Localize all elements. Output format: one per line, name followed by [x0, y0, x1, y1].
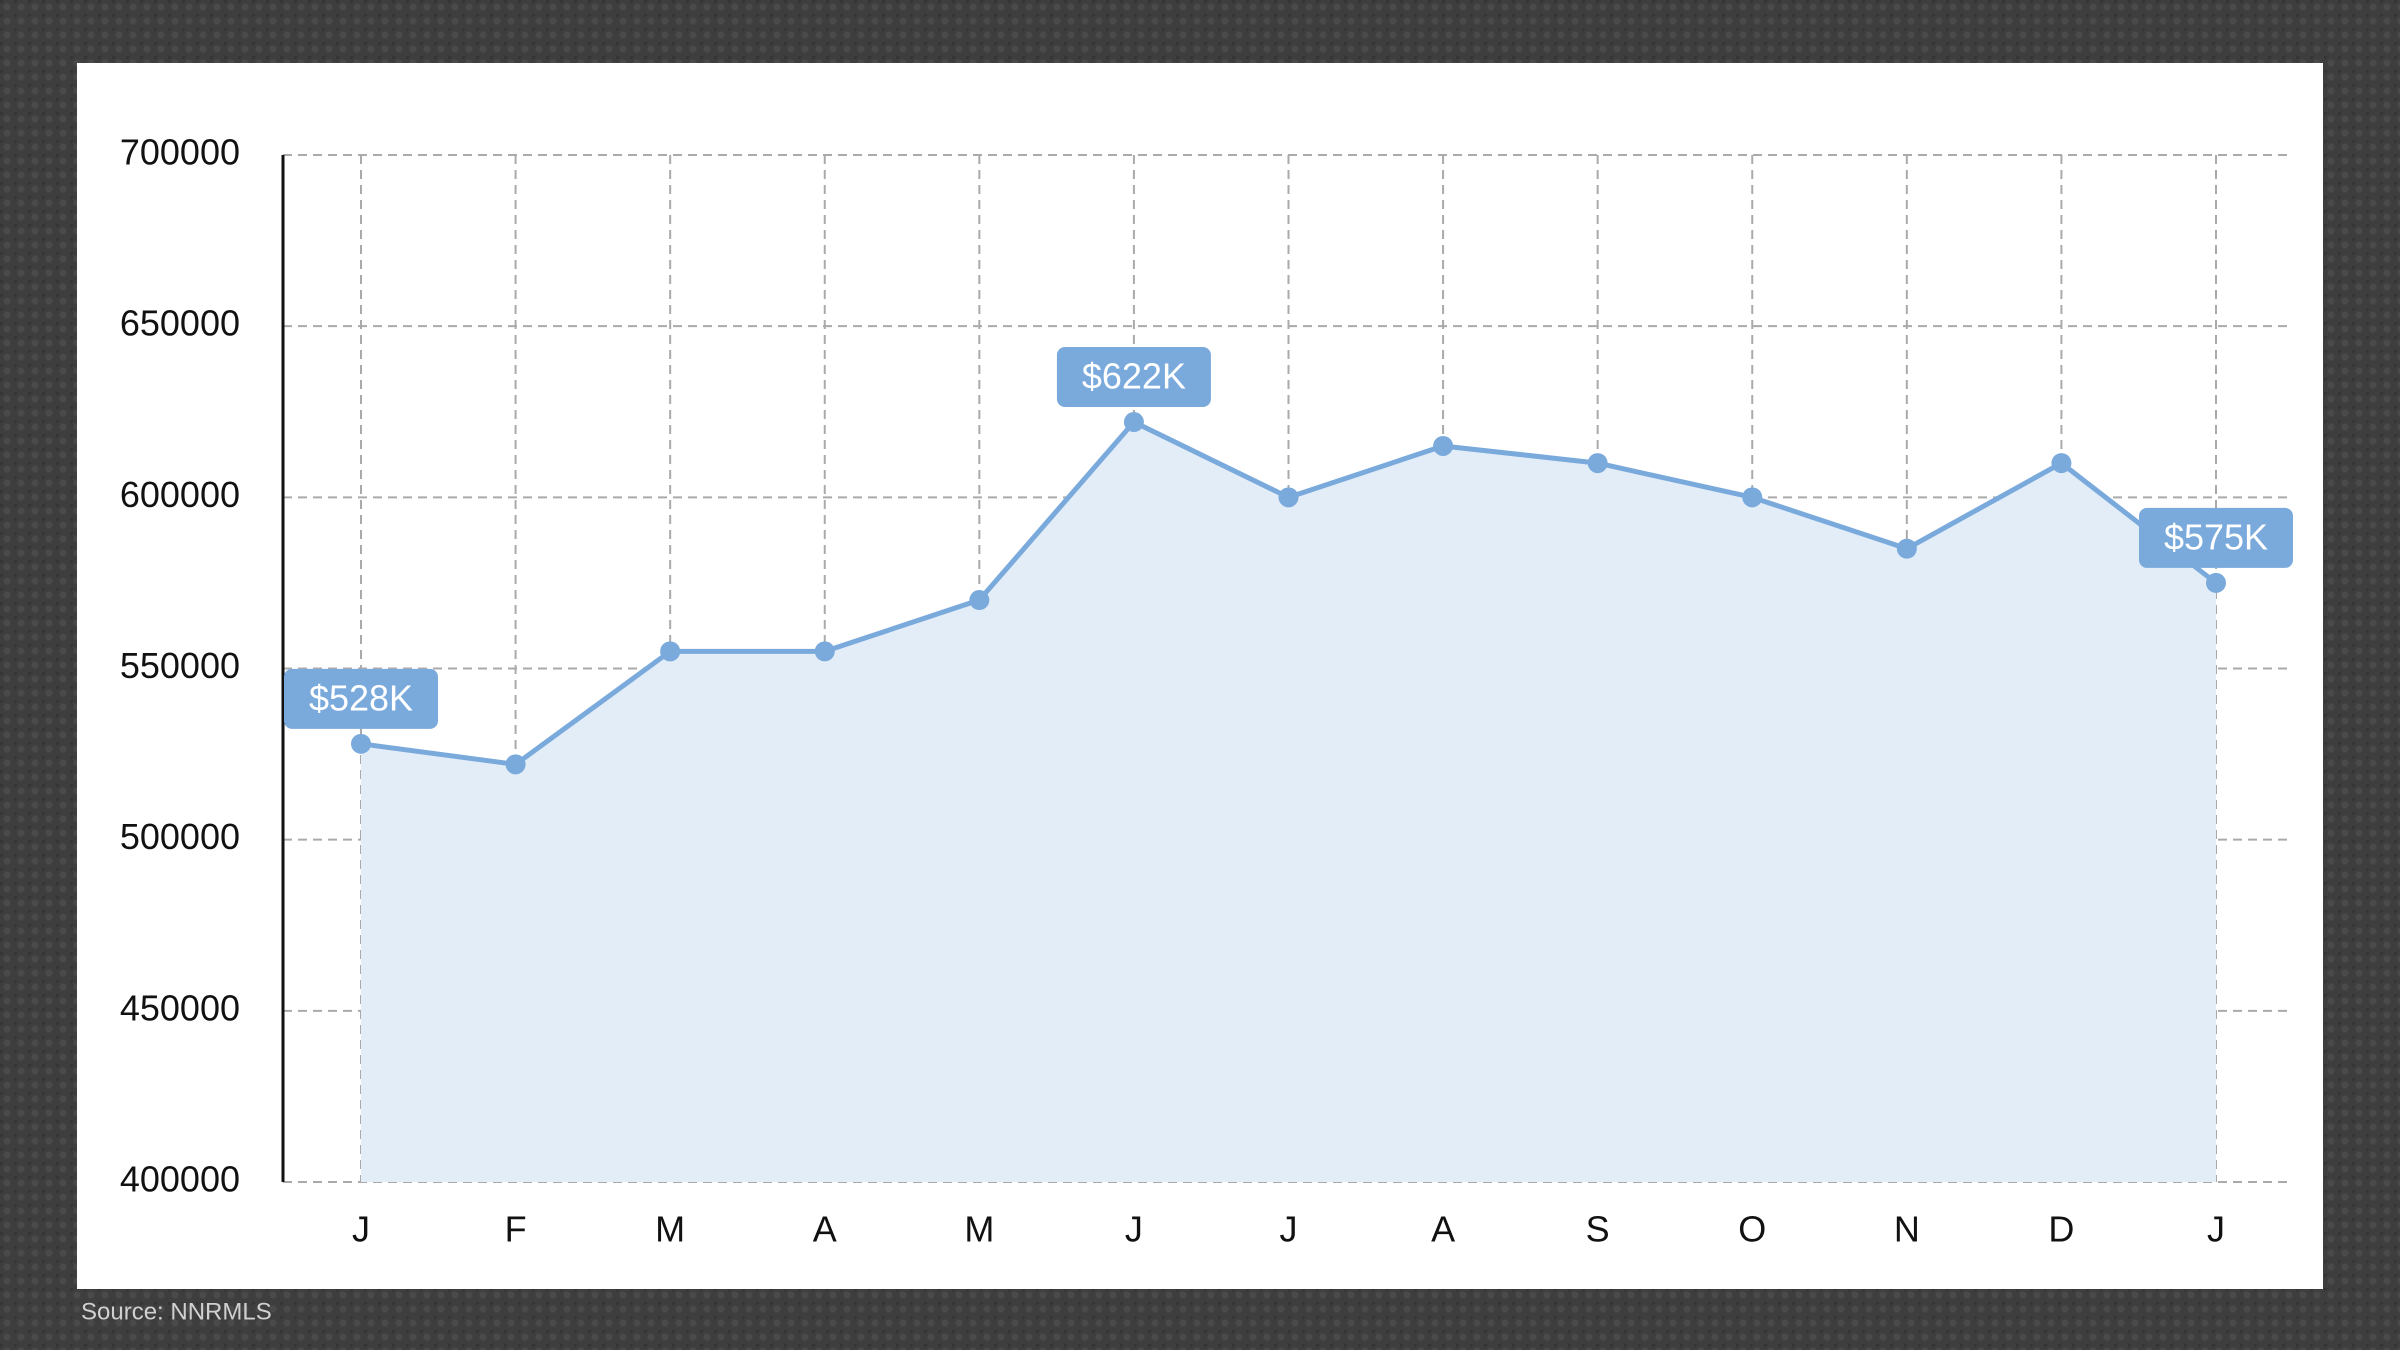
x-tick-label: M: [964, 1209, 994, 1250]
point: [2051, 453, 2072, 474]
x-tick-label: J: [1280, 1209, 1298, 1250]
y-tick-label: 650000: [120, 303, 240, 344]
point: [969, 590, 990, 611]
x-tick-label: F: [505, 1209, 527, 1250]
x-tick-label: A: [1431, 1209, 1455, 1250]
y-tick-label: 450000: [120, 987, 240, 1028]
x-tick-label: A: [813, 1209, 837, 1250]
value-label-box: [284, 668, 438, 729]
value-label: $528K: [309, 677, 413, 718]
y-tick-label: 400000: [120, 1159, 240, 1200]
point: [814, 641, 835, 662]
source-note: Source: NNRMLS: [81, 1298, 272, 1325]
value-label: $622K: [1082, 356, 1186, 397]
point: [2206, 572, 2226, 593]
y-tick-label: 500000: [120, 816, 240, 857]
point: [1433, 435, 1454, 456]
value-label-box: [1056, 347, 1211, 408]
point: [1742, 487, 1763, 508]
point: [1123, 412, 1144, 433]
x-tick-label: D: [2048, 1209, 2074, 1250]
y-tick-label: 550000: [120, 645, 240, 686]
x-tick-label: S: [1586, 1209, 1610, 1250]
y-tick-label: 700000: [120, 132, 240, 173]
point: [1278, 487, 1299, 508]
area: [361, 422, 2216, 1182]
x-tick-label: J: [1125, 1209, 1143, 1250]
point: [351, 733, 371, 754]
point: [1896, 538, 1917, 559]
value-label: $575K: [2164, 516, 2268, 557]
x-tick-label: J: [2207, 1209, 2225, 1250]
x-tick-label: M: [655, 1209, 685, 1250]
point: [1587, 453, 1608, 474]
x-tick-label: J: [352, 1209, 370, 1250]
x-tick-label: N: [1894, 1209, 1920, 1250]
value-label-box: [2139, 507, 2293, 568]
x-tick-label: O: [1738, 1209, 1766, 1250]
point: [660, 641, 681, 662]
y-tick-label: 600000: [120, 474, 240, 515]
point: [505, 754, 526, 775]
